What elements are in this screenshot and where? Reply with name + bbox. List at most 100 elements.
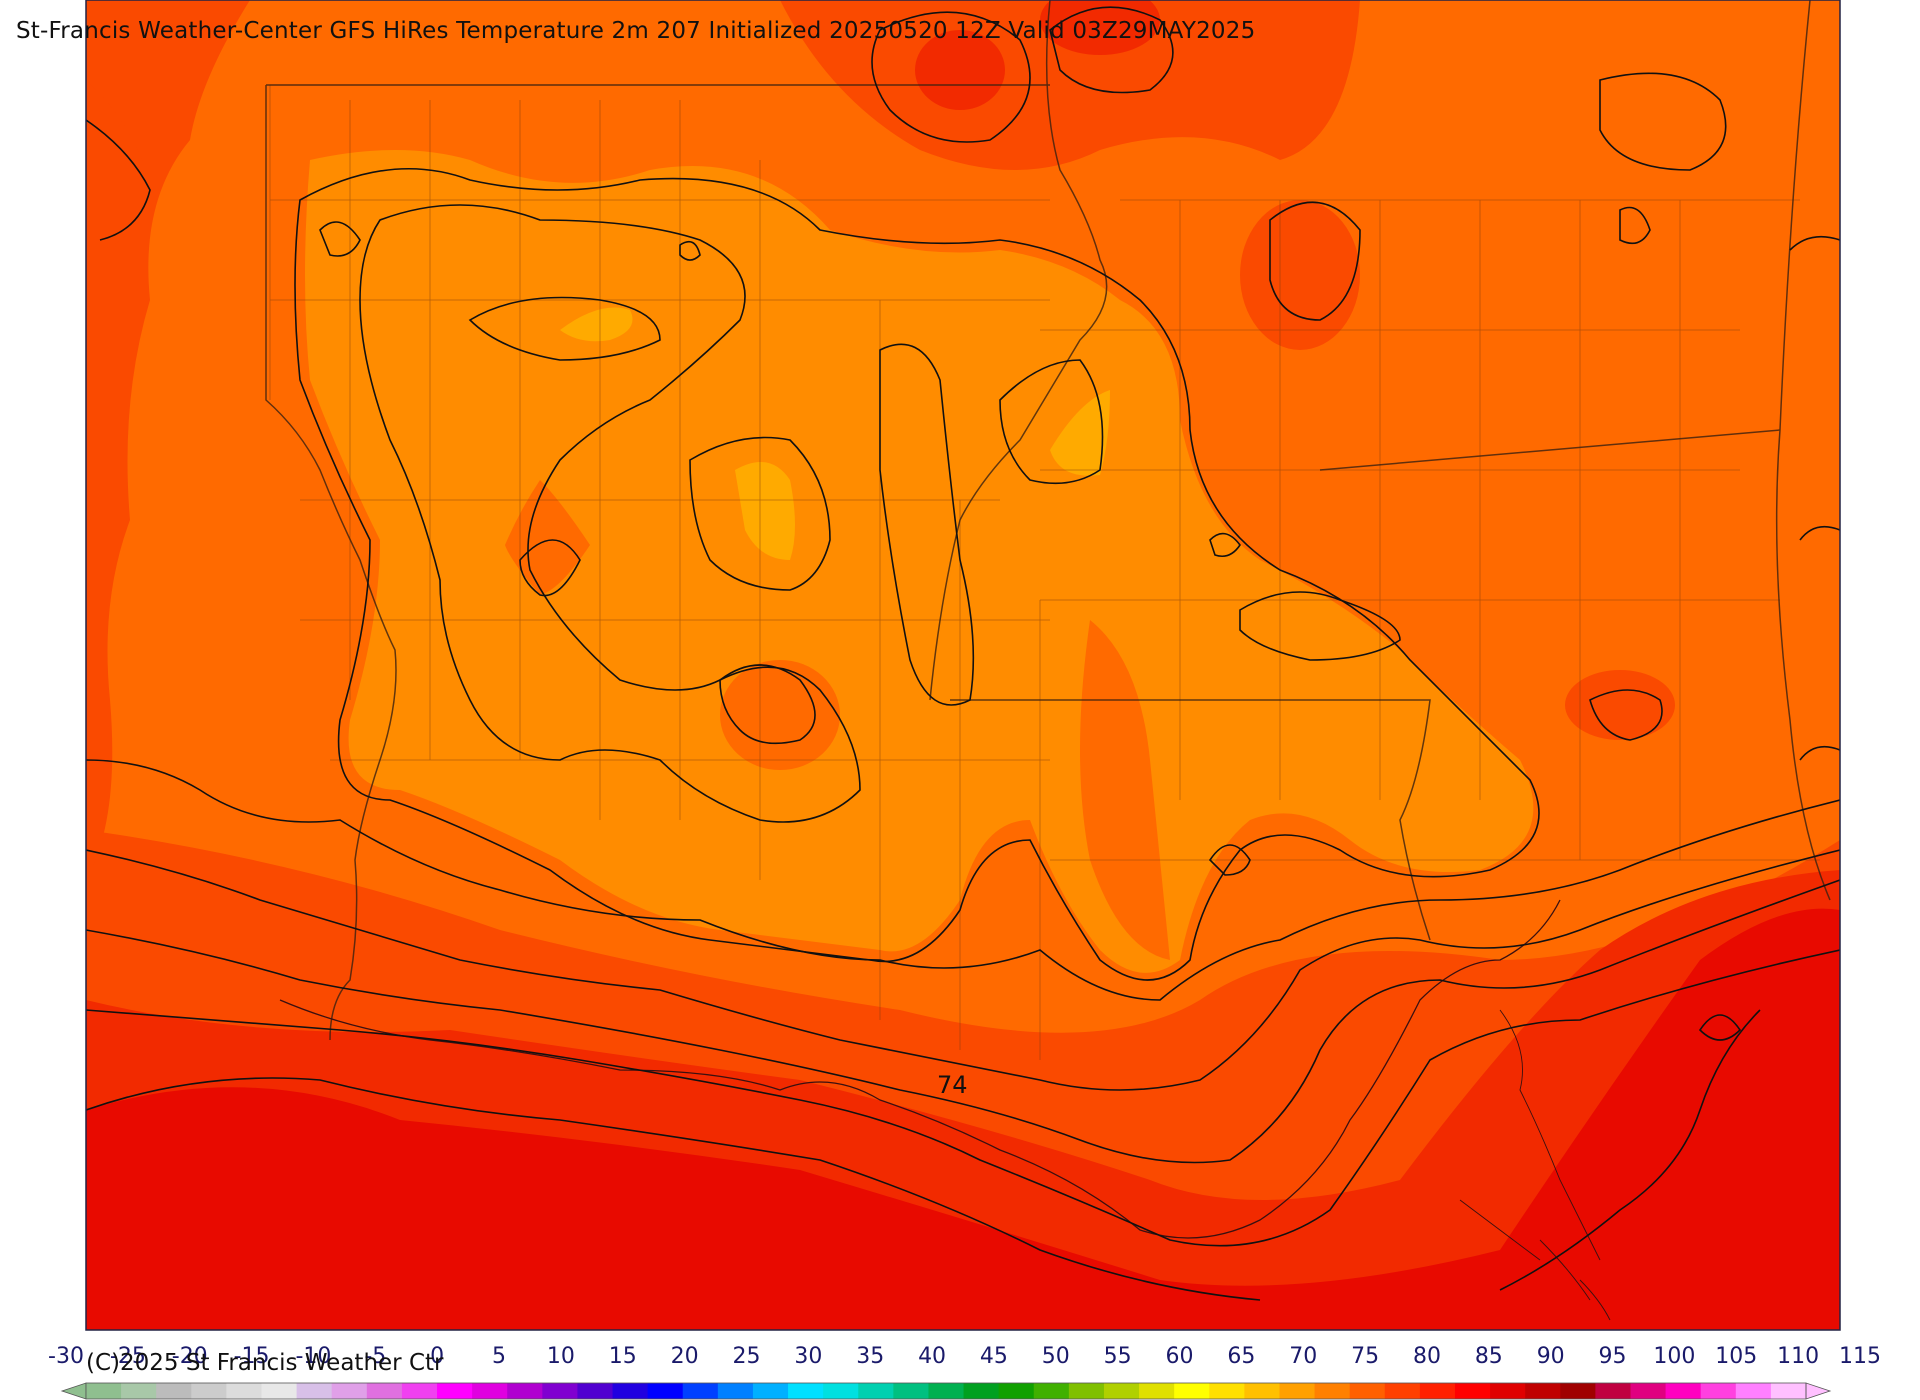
colorbar-tick-label: 85	[1474, 1344, 1503, 1369]
colorbar-tick-label: 110	[1777, 1344, 1820, 1369]
colorbar-tick-label: 25	[732, 1344, 761, 1369]
colorbar-tick-label: 80	[1412, 1344, 1441, 1369]
colorbar-swatch	[261, 1383, 298, 1399]
colorbar-swatch	[998, 1383, 1035, 1399]
colorbar-tick-label: -15	[233, 1344, 270, 1369]
colorbar-swatch	[226, 1383, 263, 1399]
colorbar-swatch	[823, 1383, 859, 1399]
colorbar-swatch	[1279, 1383, 1316, 1399]
colorbar-swatch	[1419, 1383, 1456, 1399]
colorbar-swatch	[1349, 1383, 1386, 1399]
colorbar-swatch	[1770, 1383, 1807, 1399]
delta-marsh	[1459, 1009, 1611, 1321]
colorbar-tick-label: -25	[109, 1344, 146, 1369]
colorbar-tick-label: 0	[430, 1344, 445, 1369]
map-title: St-Francis Weather-Center GFS HiRes Temp…	[16, 18, 1256, 44]
colorbar-tick-label: 5	[492, 1344, 507, 1369]
colorbar-swatch	[331, 1383, 368, 1399]
colorbar-swatch	[1033, 1383, 1070, 1399]
colorbar-swatch	[1174, 1383, 1210, 1399]
colorbar-swatch	[121, 1383, 157, 1399]
colorbar-swatch	[191, 1383, 227, 1399]
map-area	[86, 0, 1840, 1330]
field-north-hot-a	[915, 30, 1005, 110]
colorbar-arrow-high	[1805, 1382, 1832, 1400]
colorbar-swatch	[507, 1383, 543, 1399]
field-blob-south	[720, 660, 840, 770]
colorbar-swatch	[1735, 1383, 1772, 1399]
colorbar-tick-label: 35	[856, 1344, 885, 1369]
colorbar-tick-label: 15	[608, 1344, 637, 1369]
field-gulf-red	[86, 908, 1840, 1330]
colorbar-swatch	[1384, 1383, 1421, 1399]
colorbar-tick-label: -10	[295, 1344, 332, 1369]
colorbar-swatch	[647, 1383, 684, 1399]
colorbar-arrow-low	[60, 1382, 87, 1400]
colorbar-swatch	[1244, 1383, 1280, 1399]
colorbar-swatch	[86, 1383, 122, 1399]
colorbar-swatch	[1560, 1383, 1596, 1399]
colorbar-swatch	[788, 1383, 824, 1399]
colorbar-swatch	[1525, 1383, 1561, 1399]
colorbar-swatch	[577, 1383, 614, 1399]
map-frame	[85, 0, 1841, 1331]
field-hot-spot-east	[1050, 390, 1110, 476]
colorbar-tick-label: 55	[1103, 1344, 1132, 1369]
colorbar-tick-label: -5	[364, 1344, 387, 1369]
field-hot-spot-central	[735, 462, 795, 560]
colorbar-tick-label: 95	[1598, 1344, 1627, 1369]
colorbar-swatch	[1139, 1383, 1175, 1399]
isotherm-contours	[86, 6, 1840, 1301]
colorbar-tick-label: 50	[1041, 1344, 1070, 1369]
colorbar-swatch	[1665, 1383, 1702, 1399]
state-borders	[265, 0, 1831, 1041]
colorbar-tick-label: 90	[1536, 1344, 1565, 1369]
field-blob-west	[505, 480, 590, 595]
colorbar-swatch	[1209, 1383, 1245, 1399]
colorbar-swatch	[472, 1383, 508, 1399]
gulf-coastline	[279, 899, 1561, 1239]
colorbar-swatch	[1490, 1383, 1526, 1399]
colorbar-tick-label: 65	[1227, 1344, 1256, 1369]
colorbar-swatch	[717, 1383, 754, 1399]
colorbar-swatch	[893, 1383, 929, 1399]
colorbar-swatch	[437, 1383, 473, 1399]
colorbar-tick-label: 10	[546, 1344, 575, 1369]
colorbar-tick-label: 105	[1715, 1344, 1758, 1369]
colorbar-swatch	[1314, 1383, 1351, 1399]
field-north-hot-b	[1040, 0, 1160, 55]
colorbar-tick-label: 20	[670, 1344, 699, 1369]
colorbar-swatch	[1630, 1383, 1667, 1399]
colorbar-tick-label: 60	[1165, 1344, 1194, 1369]
field-north-blob	[780, 0, 1360, 170]
colorbar-tick-label: 75	[1351, 1344, 1380, 1369]
field-northeast-blob	[1240, 200, 1360, 350]
copyright: (C)2025 St Francis Weather Ctr	[86, 1350, 444, 1376]
field-southeast-tongue	[1080, 620, 1170, 960]
colorbar-swatch	[542, 1383, 578, 1399]
colorbar-swatch	[296, 1383, 333, 1399]
colorbar-swatch	[401, 1383, 438, 1399]
colorbar-swatch	[1068, 1383, 1105, 1399]
colorbar-swatch	[156, 1383, 192, 1399]
colorbar-outline	[85, 1382, 1807, 1400]
colorbar-tick-label: -30	[48, 1344, 84, 1369]
colorbar-tick-label: 115	[1839, 1344, 1881, 1369]
colorbar-swatch	[682, 1383, 719, 1399]
field-northwest-blob	[86, 80, 150, 250]
colorbar-swatch	[366, 1383, 403, 1399]
colorbar-swatch	[1103, 1383, 1140, 1399]
colorbar-tick-label: 40	[918, 1344, 947, 1369]
field-blob-east	[1565, 670, 1675, 740]
colorbar-tick-label: 45	[979, 1344, 1008, 1369]
colorbar-swatch	[1700, 1383, 1737, 1399]
colorbar-swatch	[612, 1383, 649, 1399]
field-hot-spot-north	[560, 307, 633, 342]
colorbar-tick-label: -20	[171, 1344, 208, 1369]
colorbar-swatch	[858, 1383, 894, 1399]
colorbar	[60, 1382, 1832, 1400]
colorbar-swatch	[928, 1383, 965, 1399]
colorbar-tick-label: 30	[794, 1344, 823, 1369]
colorbar-swatch	[963, 1383, 1000, 1399]
